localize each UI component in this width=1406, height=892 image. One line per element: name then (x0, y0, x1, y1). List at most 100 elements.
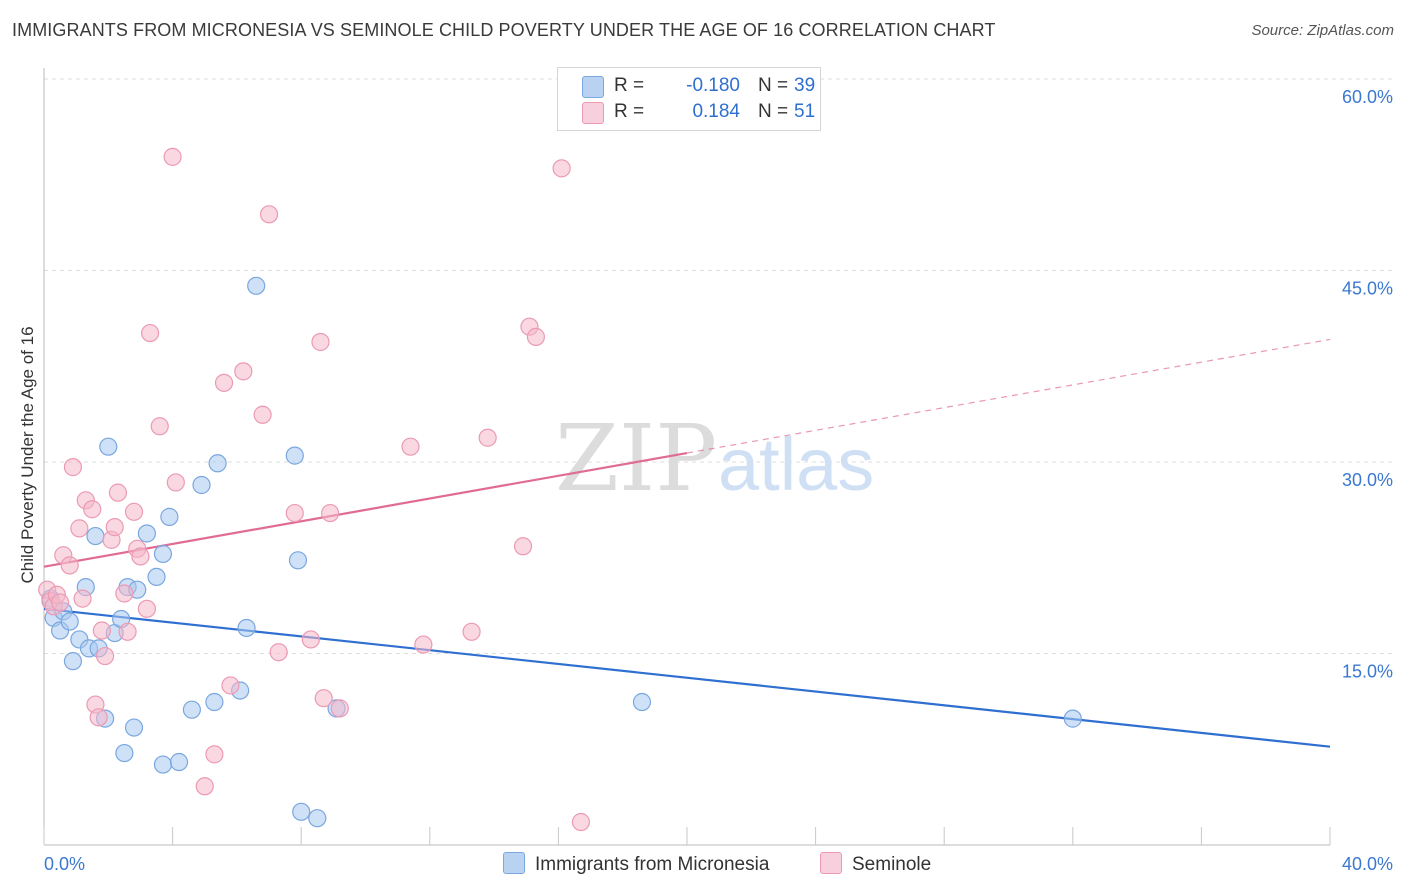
x-tick-label: 0.0% (44, 854, 85, 874)
point-micronesia (137, 524, 156, 543)
point-micronesia (160, 507, 179, 526)
point-seminole (92, 621, 111, 640)
point-seminole (137, 599, 156, 618)
legend-swatch-pink (582, 102, 604, 124)
point-micronesia (632, 692, 652, 712)
watermark-atlas: atlas (718, 423, 874, 506)
point-micronesia (115, 743, 134, 763)
point-micronesia (99, 437, 118, 456)
point-seminole (414, 635, 433, 654)
point-micronesia (1063, 709, 1082, 728)
point-micronesia (308, 809, 327, 828)
point-micronesia (63, 652, 83, 671)
legend-n-value: 51 (794, 101, 816, 122)
y-tick-label: 45.0% (1342, 279, 1393, 299)
point-seminole (118, 622, 137, 641)
bottom-legend-label: Immigrants from Micronesia (535, 854, 770, 875)
chart-title: IMMIGRANTS FROM MICRONESIA VS SEMINOLE C… (12, 20, 996, 40)
point-seminole (95, 646, 115, 666)
point-micronesia (192, 475, 211, 495)
point-seminole (552, 159, 571, 178)
point-seminole (150, 417, 169, 436)
point-micronesia (153, 544, 173, 564)
legend-r-key: R = (614, 101, 645, 122)
x-tick-label: 40.0% (1342, 854, 1393, 874)
point-seminole (124, 502, 144, 521)
point-micronesia (169, 752, 189, 772)
trend-line-micronesia (43, 607, 1331, 748)
point-seminole (108, 483, 128, 502)
point-micronesia (247, 276, 266, 295)
point-micronesia (86, 526, 105, 546)
point-seminole (60, 556, 79, 575)
point-seminole (163, 147, 182, 166)
y-axis-label: Child Poverty Under the Age of 16 (18, 326, 37, 583)
legend-n-value: 39 (794, 75, 816, 96)
point-seminole (166, 473, 185, 492)
point-seminole (140, 323, 160, 343)
watermark-zip: ZIP (555, 405, 717, 512)
legend-r-key: R = (614, 75, 645, 96)
point-seminole (253, 405, 272, 424)
bottom-legend-seminole: Seminole (820, 852, 931, 876)
point-seminole (63, 458, 83, 477)
point-seminole (89, 708, 108, 727)
legend-n-key: N = (758, 75, 789, 96)
legend-r-value: 0.184 (692, 101, 740, 122)
y-tick-label: 60.0% (1342, 87, 1393, 107)
point-seminole (269, 643, 288, 662)
point-seminole (330, 699, 349, 718)
point-micronesia (288, 551, 308, 570)
point-seminole (314, 689, 333, 708)
point-seminole (131, 547, 150, 566)
point-micronesia (153, 755, 173, 774)
point-seminole (221, 676, 240, 695)
point-seminole (478, 428, 497, 447)
point-seminole (259, 205, 279, 224)
point-seminole (214, 373, 234, 392)
point-seminole (321, 503, 340, 523)
legend-swatch-blue (582, 76, 604, 98)
point-seminole (571, 812, 591, 832)
trend-lines (43, 338, 1331, 748)
point-micronesia (124, 718, 144, 737)
point-seminole (234, 362, 253, 381)
point-seminole (70, 519, 89, 538)
tick-labels: 15.0% 30.0% 45.0% 60.0% 0.0% 40.0% (44, 87, 1393, 874)
point-seminole (311, 332, 330, 352)
point-micronesia (292, 802, 311, 821)
bottom-legend-micronesia: Immigrants from Micronesia (503, 852, 769, 876)
point-seminole (83, 500, 102, 519)
watermark: ZIP atlas (555, 405, 874, 512)
trend-line-seminole (43, 451, 688, 568)
point-seminole (115, 584, 134, 603)
point-seminole (205, 745, 224, 764)
point-seminole (105, 518, 124, 537)
data-points (38, 147, 1082, 832)
point-seminole (195, 777, 214, 796)
point-seminole (301, 630, 320, 649)
point-micronesia (147, 567, 166, 587)
point-seminole (285, 503, 304, 523)
point-micronesia (182, 700, 201, 719)
legend-n-key: N = (758, 101, 789, 122)
point-micronesia (285, 446, 304, 465)
bottom-legend-swatch-blue (503, 852, 525, 874)
point-seminole (462, 622, 481, 641)
point-micronesia (208, 454, 227, 473)
point-micronesia (205, 692, 224, 712)
point-seminole (401, 437, 420, 456)
trend-line-seminole-extension (686, 338, 1331, 454)
legend-r-value: -0.180 (686, 75, 740, 96)
point-seminole (50, 593, 70, 612)
bottom-legend-swatch-pink (820, 852, 842, 874)
y-tick-label: 15.0% (1342, 662, 1393, 682)
point-micronesia (60, 612, 79, 631)
point-seminole (513, 537, 533, 556)
point-seminole (526, 327, 545, 346)
bottom-legend-label: Seminole (852, 854, 932, 875)
source-label: Source: ZipAtlas.com (1251, 22, 1394, 39)
stats-legend: R = -0.180 N = 39 R = 0.184 N = 51 (557, 67, 821, 131)
axes (43, 68, 1331, 846)
y-tick-label: 30.0% (1342, 470, 1393, 490)
